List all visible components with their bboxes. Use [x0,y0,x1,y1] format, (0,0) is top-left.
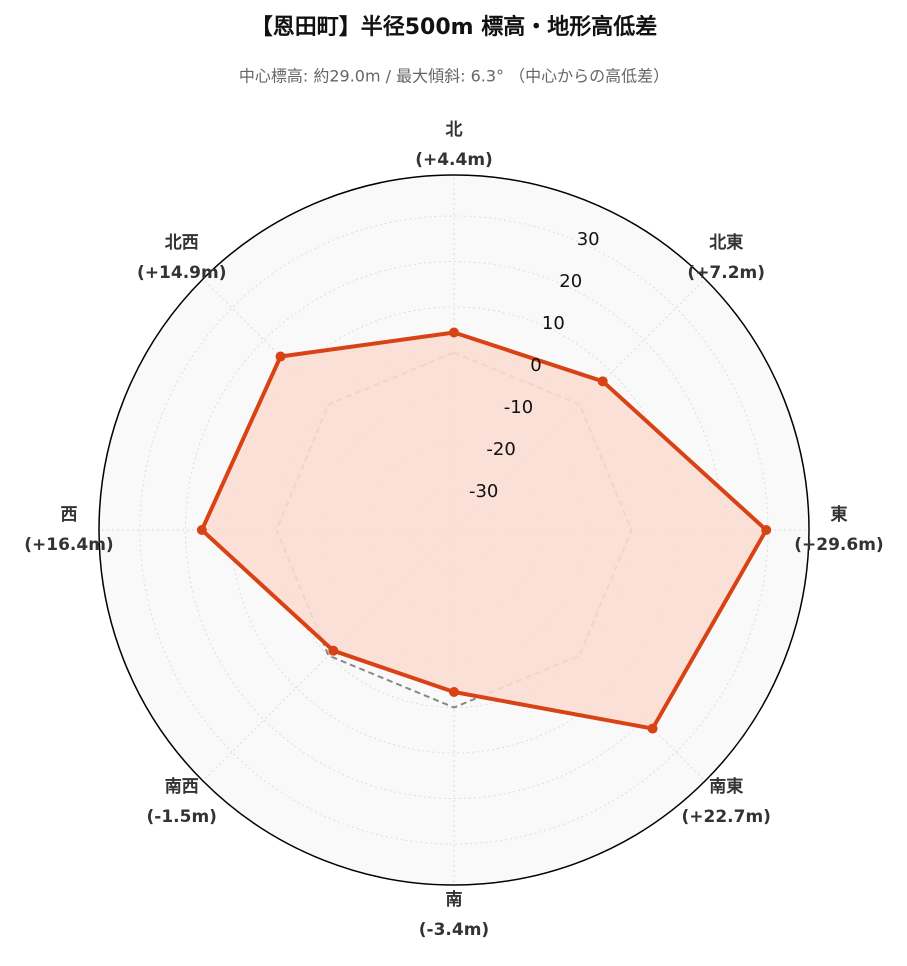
category-label: 南西 [165,776,199,797]
grid-spoke [453,278,706,531]
r-tick-label: 30 [577,229,600,250]
chart-subtitle: 中心標高: 約29.0m / 最大傾斜: 6.3° （中心からの高低差） [239,67,669,86]
value-label: (+16.4m) [24,535,113,555]
data-point [597,376,608,387]
category-label: 南東 [709,776,743,797]
r-tick-label: 10 [542,313,565,334]
value-label: (-1.5m) [147,807,217,827]
data-point [328,645,339,656]
category-label: 北西 [165,233,199,253]
category-label: 南 [446,889,463,910]
data-point [761,525,772,535]
data-point [196,525,207,535]
r-tick-label: 0 [530,355,541,376]
value-label: (+29.6m) [794,535,883,555]
r-tick-label: -10 [504,397,533,418]
data-point [275,351,286,362]
plot-border [98,174,810,886]
value-label: (+4.4m) [415,150,493,170]
data-point [449,687,459,698]
category-label: 北 [446,120,463,140]
data-point [449,327,459,338]
r-tick-label: -20 [486,439,515,460]
grid-spoke [453,529,706,782]
value-label: (+7.2m) [687,263,765,283]
category-label: 東 [831,504,848,525]
r-tick-label: 20 [559,271,582,292]
data-point [647,723,658,734]
category-label: 西 [61,505,78,525]
grid-spoke [202,278,455,531]
r-tick-label: -30 [469,481,498,502]
chart-title: 【恩田町】半径500m 標高・地形高低差 [251,14,658,40]
category-label: 北東 [709,232,743,253]
value-label: (+14.9m) [137,263,226,283]
value-label: (-3.4m) [419,920,489,940]
grid-spoke [202,529,455,782]
value-label: (+22.7m) [682,807,771,827]
